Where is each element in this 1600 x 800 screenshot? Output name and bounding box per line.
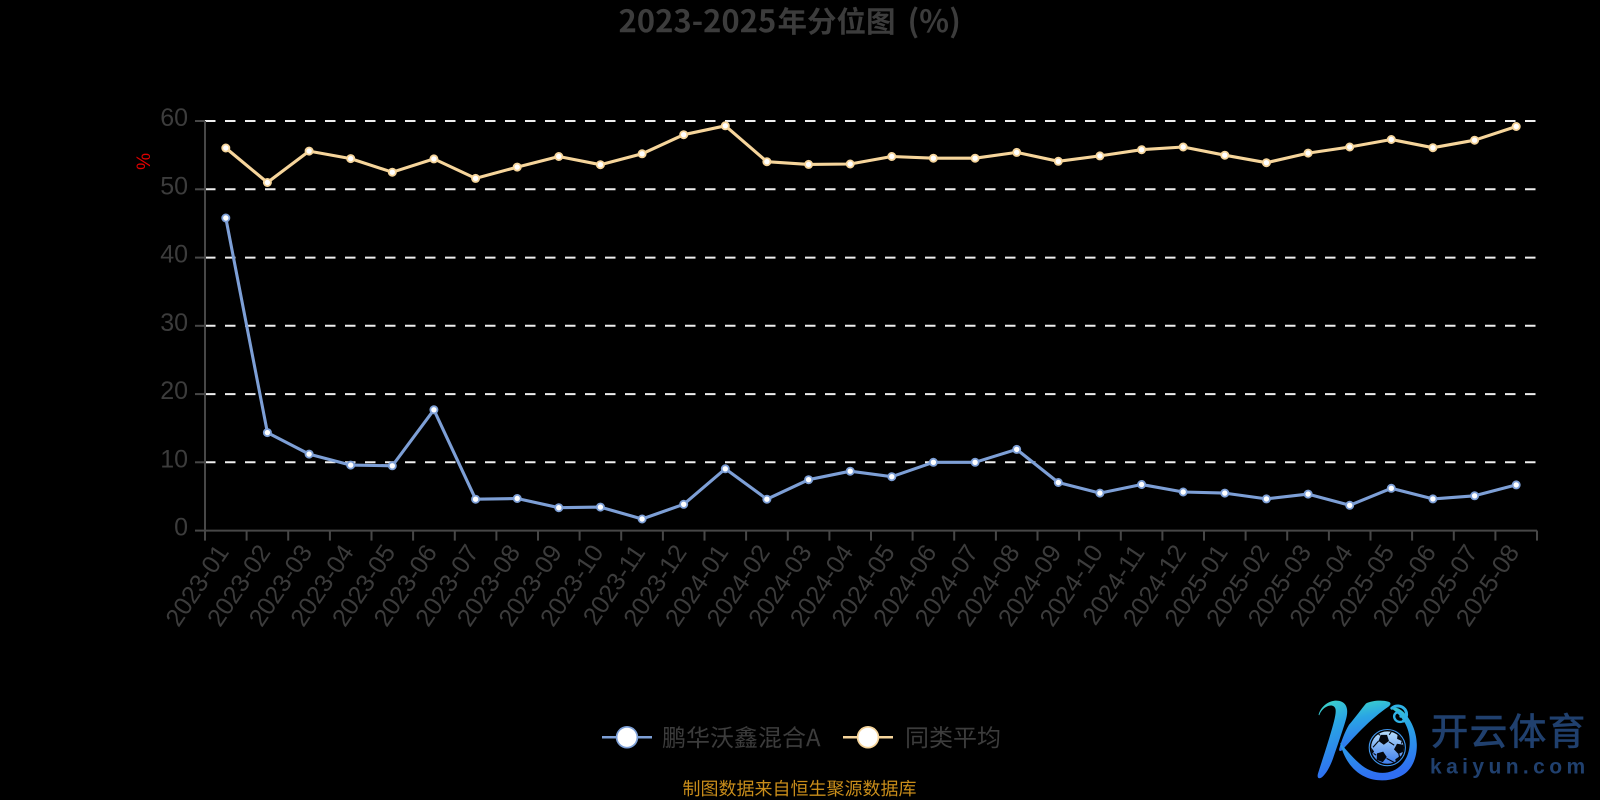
svg-text:kaiyun.com: kaiyun.com bbox=[1430, 756, 1590, 779]
svg-text:40: 40 bbox=[160, 241, 188, 269]
svg-text:20: 20 bbox=[160, 377, 188, 405]
svg-text:60: 60 bbox=[160, 104, 188, 132]
svg-text:%: % bbox=[132, 153, 153, 170]
svg-text:0: 0 bbox=[174, 514, 188, 542]
svg-text:50: 50 bbox=[160, 172, 188, 200]
svg-text:10: 10 bbox=[160, 445, 188, 473]
svg-text:30: 30 bbox=[160, 309, 188, 337]
